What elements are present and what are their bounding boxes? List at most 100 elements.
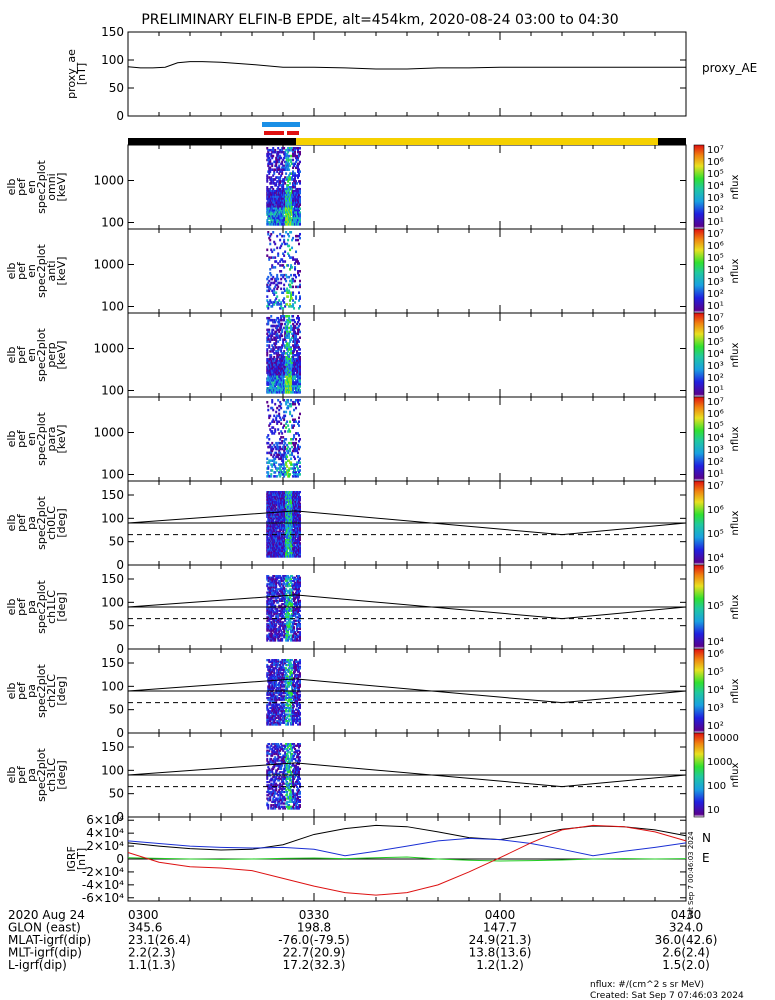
spectrogram-cell: [283, 147, 286, 150]
spectrogram-cell: [266, 718, 269, 721]
spectrogram-cell: [288, 234, 291, 238]
spectrogram-cell: [267, 637, 270, 640]
spectrogram-cell: [283, 240, 286, 244]
spectrogram-cell: [295, 420, 298, 423]
y-axis-label: elb: [5, 431, 18, 448]
spectrogram-cell: [298, 492, 301, 495]
spectrogram-cell: [289, 576, 292, 579]
spectrogram-cell: [285, 609, 288, 612]
spectrogram-cell: [267, 164, 270, 168]
spectrogram-cell: [280, 457, 283, 461]
spectrogram-cell: [298, 612, 301, 616]
spectrogram-cell: [273, 170, 276, 173]
spectrogram-cell: [293, 465, 296, 468]
spectrogram-cell: [280, 371, 283, 375]
spectrogram-cell: [266, 352, 269, 355]
spectrogram-cell: [280, 455, 283, 459]
spectrogram-cell: [281, 520, 284, 523]
spectrogram-cell: [268, 612, 271, 616]
spectrogram-cell: [295, 180, 298, 183]
spectrogram-cell: [286, 275, 289, 279]
spectrogram-cell: [282, 621, 285, 624]
colorbar-label: nflux: [730, 174, 741, 199]
spectrogram-cell: [286, 164, 289, 168]
spectrogram-cell: [283, 287, 286, 291]
spectrogram-cell: [298, 509, 301, 512]
spectrogram-cell: [298, 459, 301, 462]
spectrogram-cell: [289, 603, 292, 606]
spectrogram-cell: [296, 612, 299, 616]
spectrogram-cell: [293, 609, 296, 612]
spectrogram-cell: [290, 324, 293, 328]
spectrogram-cell: [279, 581, 282, 584]
spectrogram-cell: [296, 359, 299, 363]
spectrogram-cell: [298, 636, 301, 639]
spectrogram-cell: [279, 632, 282, 635]
spectrogram-cell: [298, 424, 301, 427]
spectrogram-cell: [268, 285, 271, 289]
spectrogram-cell: [272, 359, 275, 363]
spectrogram-cell: [298, 305, 301, 308]
colorbar-label: nflux: [730, 594, 741, 619]
spectrogram-cell: [274, 465, 277, 468]
spectrogram-cell: [266, 706, 269, 710]
spectrogram-cell: [269, 350, 272, 353]
spectrogram-cell: [272, 418, 275, 422]
spectrogram-cell: [287, 404, 290, 408]
spectrogram-cell: [274, 150, 277, 154]
spectrogram-cell: [287, 180, 290, 183]
spectrogram-cell: [276, 391, 279, 394]
spectrogram-cell: [273, 612, 276, 616]
spectrogram-cell: [278, 166, 281, 170]
spectrogram-cell: [267, 616, 270, 619]
spectrogram-cell: [271, 430, 274, 433]
spectrogram-cell: [289, 420, 292, 423]
spectrogram-cell: [268, 316, 271, 320]
spectrogram-cell: [269, 692, 272, 695]
spectrogram-cell: [271, 338, 274, 341]
spectrogram-cell: [298, 147, 301, 150]
spectrogram-cell: [269, 422, 272, 425]
spectrogram-cell: [282, 426, 285, 429]
spectrogram-cell: [298, 207, 301, 210]
spectrogram-cell: [286, 326, 289, 330]
colorbar-tick-label: 10¹: [707, 469, 724, 480]
spectrogram-cell: [266, 340, 269, 343]
spectrogram-cell: [294, 510, 297, 514]
spectrogram-cell: [298, 510, 301, 514]
spectrogram-cell: [284, 507, 287, 510]
spectrogram-cell: [292, 158, 295, 162]
spectrogram-cell: [294, 614, 297, 617]
spectrogram-cell: [268, 659, 271, 662]
spectrogram-cell: [277, 285, 280, 289]
spectrogram-cell: [298, 438, 301, 441]
spectrogram-cell: [266, 584, 269, 588]
spectrogram-cell: [277, 207, 280, 210]
spectrogram-cell: [289, 627, 292, 631]
spectrogram-cell: [296, 594, 299, 598]
spectrogram-cell: [285, 540, 288, 543]
spectrogram-cell: [279, 154, 282, 158]
spectrogram-cell: [268, 713, 271, 716]
spectrogram-cell: [295, 519, 298, 522]
spectrogram-cell: [298, 399, 301, 402]
colorbar-label: nflux: [730, 258, 741, 283]
spectrogram-cell: [271, 361, 274, 365]
y-tick-label: 1000: [93, 425, 124, 439]
spectrogram-cell: [275, 631, 278, 634]
spectrogram-cell: [282, 530, 285, 533]
spectrogram-cell: [289, 608, 292, 611]
spectrogram-cell: [295, 209, 298, 212]
spectrogram-cell: [279, 365, 282, 369]
spectrogram-cell: [268, 416, 271, 420]
spectrogram-cell: [283, 318, 286, 322]
spectrogram-cell: [292, 303, 295, 306]
spectrogram-cell: [284, 166, 287, 170]
spectrogram-cell: [297, 270, 300, 273]
spectrogram-cell: [298, 330, 301, 334]
spectrogram-cell: [283, 410, 286, 414]
spectrogram-cell: [284, 451, 287, 455]
spectrogram-cell: [272, 174, 275, 177]
spectrogram-cell: [287, 264, 290, 267]
